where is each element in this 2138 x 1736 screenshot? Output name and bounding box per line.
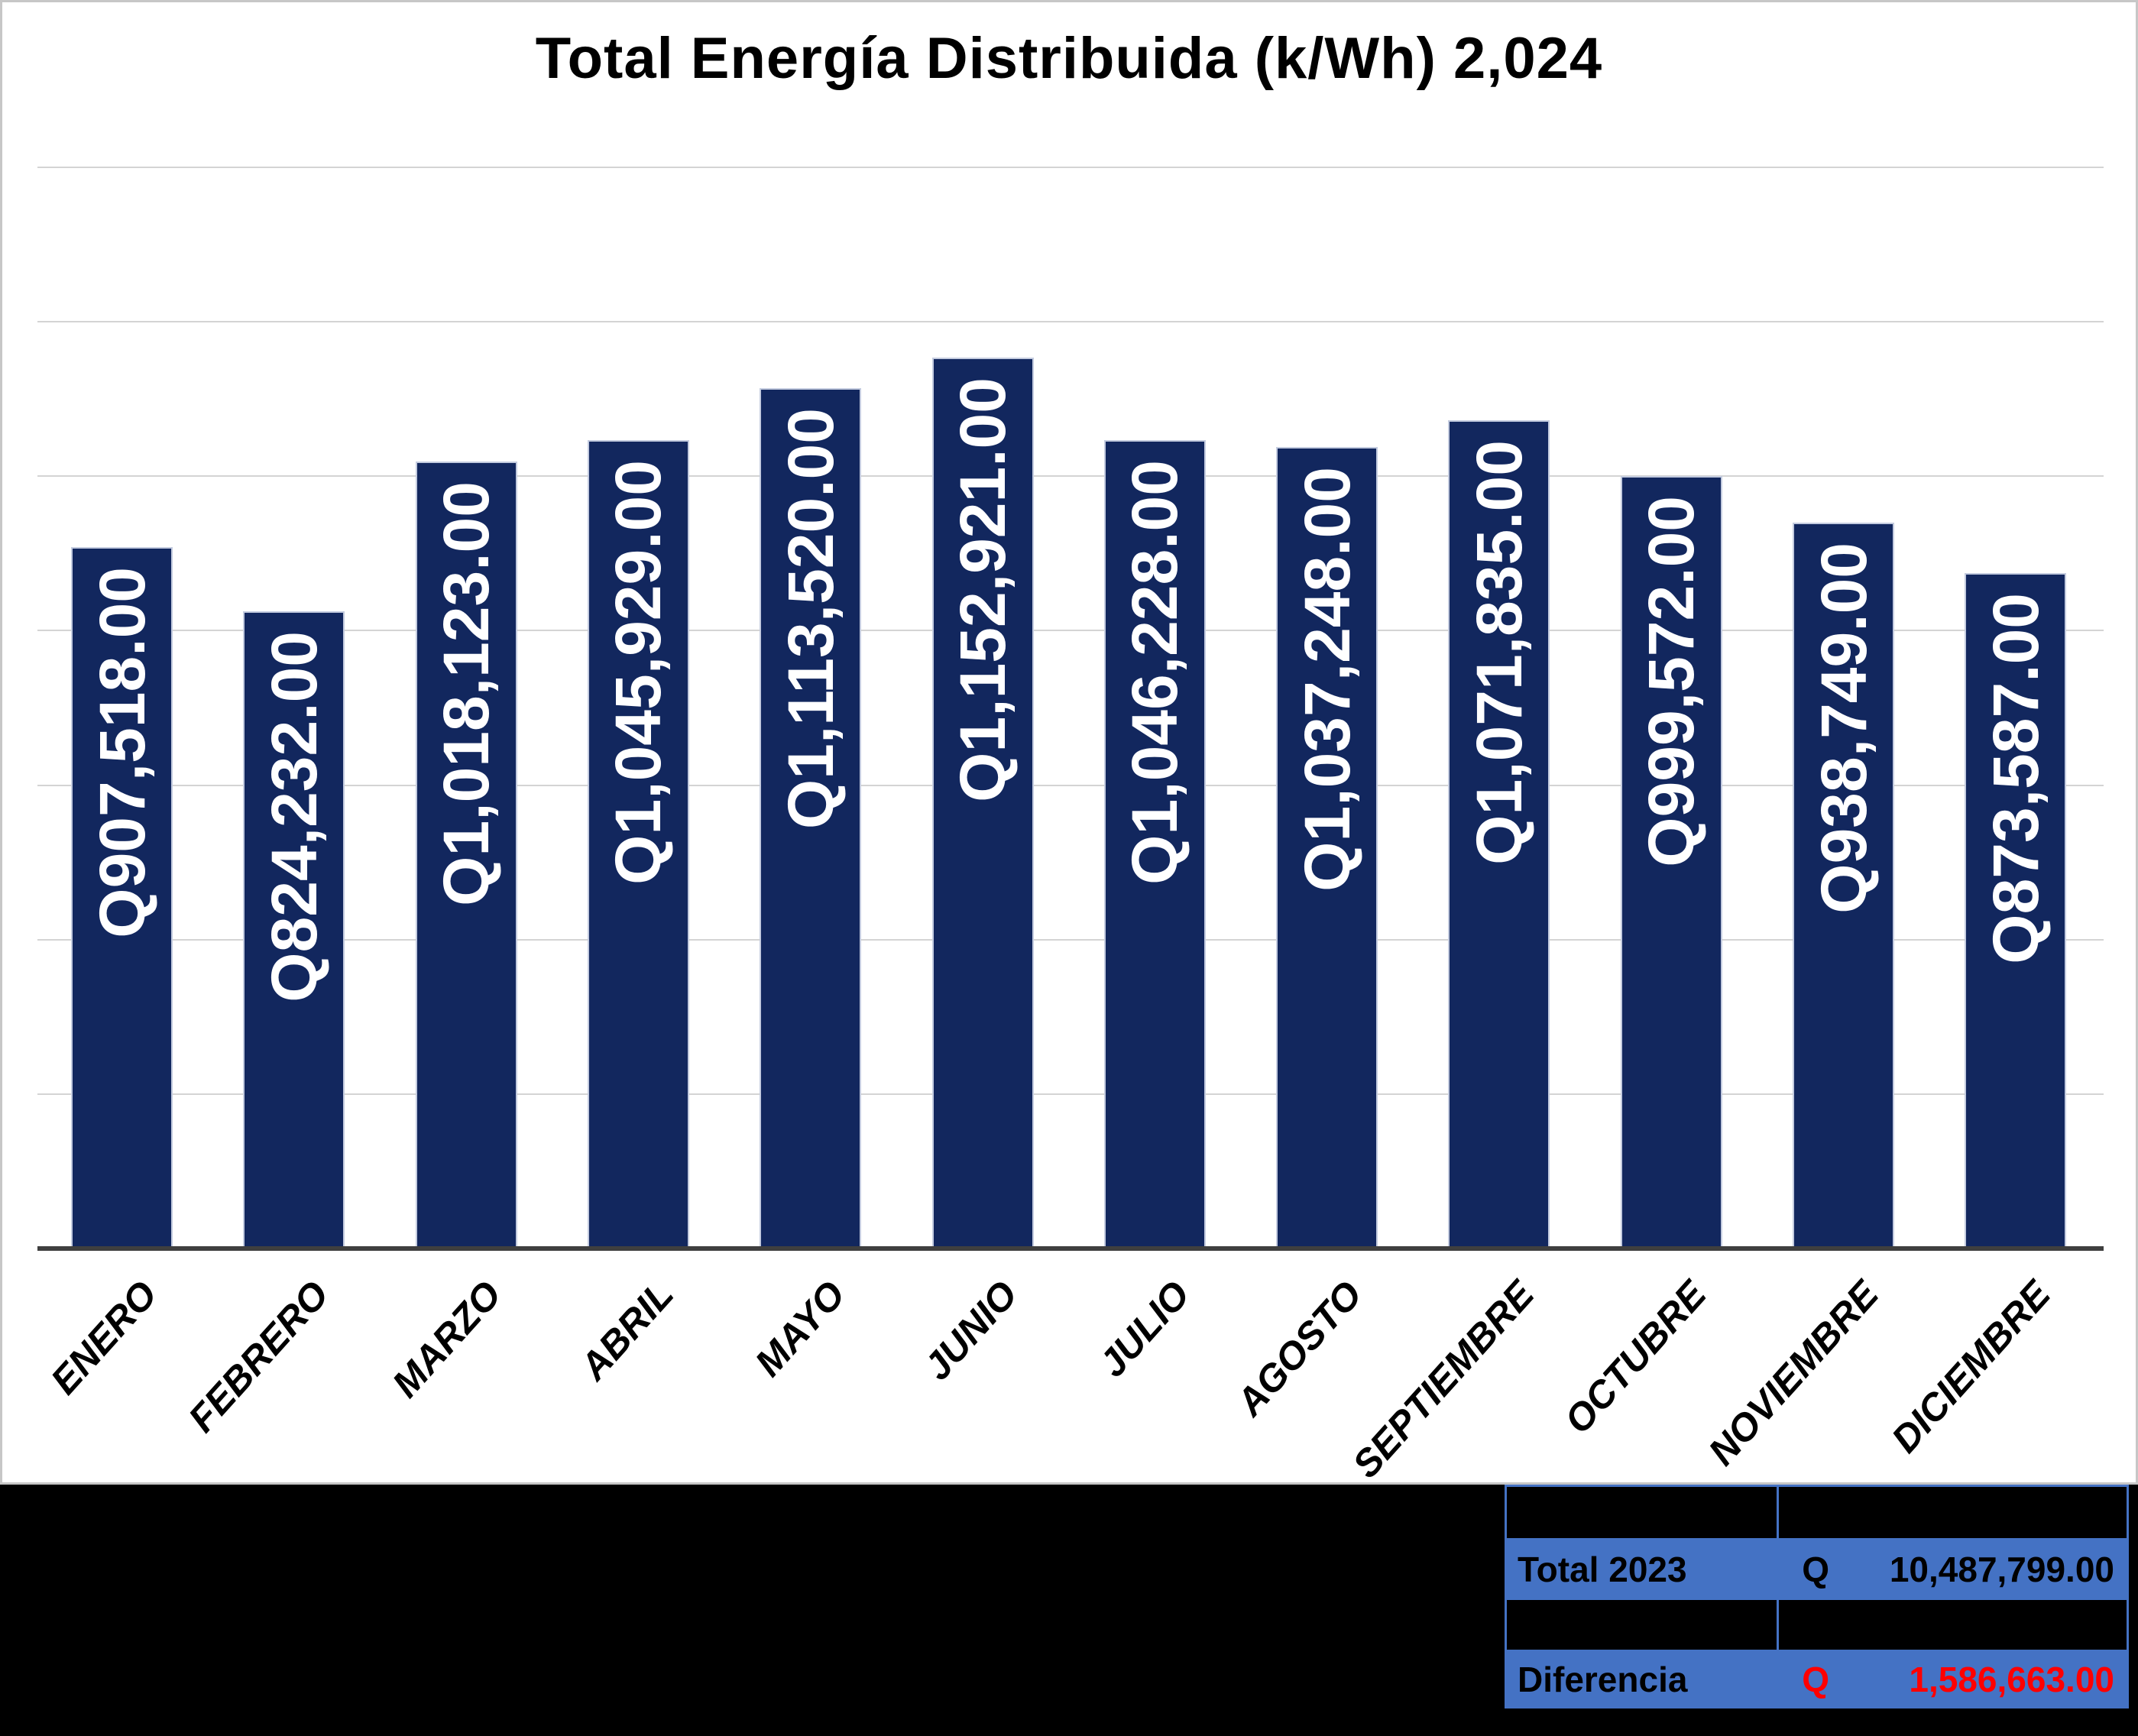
x-axis-line	[37, 1246, 2104, 1251]
bar-agosto: Q1,037,248.00	[1276, 446, 1378, 1248]
table-empty-cell	[1504, 1485, 1780, 1540]
bar-value-label: Q1,071,835.00	[1463, 439, 1535, 865]
bar-enero: Q907,518.00	[71, 546, 173, 1248]
bar-junio: Q1,152,921.00	[931, 357, 1034, 1248]
bar-value-label: Q1,018,123.00	[430, 481, 503, 906]
summary-table: Total 2023 Q 10,487,799.00 Diferencia Q …	[1504, 1485, 2129, 1708]
footer-black-strip: Total 2023 Q 10,487,799.00 Diferencia Q …	[0, 1485, 2138, 1736]
bar-value-label-holder: Q873,587.00	[1966, 593, 2065, 964]
bar-value-label-holder: Q1,113,520.00	[761, 408, 860, 829]
gridline	[37, 630, 2104, 632]
bar-value-label: Q1,037,248.00	[1291, 466, 1363, 892]
bar-value-label: Q824,232.00	[258, 630, 330, 1002]
currency-symbol: Q	[1802, 1659, 1829, 1699]
bar-value-label: Q1,046,228.00	[1119, 459, 1191, 885]
plot-area: Q907,518.00 ENERO Q824,232.00 FEBRERO Q1,018…	[2, 2, 2136, 1486]
table-row-diferencia: Diferencia Q 1,586,663.00	[1504, 1650, 2129, 1708]
gridline	[37, 167, 2104, 168]
gridline	[37, 784, 2104, 786]
bar-value-label: Q1,152,921.00	[947, 377, 1019, 802]
table-empty-cell	[1777, 1598, 2129, 1652]
bar-value-label: Q873,587.00	[1979, 593, 2052, 964]
bar-mayo: Q1,113,520.00	[760, 387, 862, 1248]
bar-value-label: Q938,749.00	[1807, 542, 1880, 914]
table-row-empty	[1504, 1485, 2129, 1540]
bar-abril: Q1,045,929.00	[587, 439, 689, 1248]
total-2023-label: Total 2023	[1504, 1538, 1780, 1600]
bar-septiembre: Q1,071,835.00	[1448, 419, 1550, 1248]
bar-octubre: Q999,572.00	[1620, 475, 1722, 1248]
bar-value-label: Q999,572.00	[1635, 495, 1708, 867]
gridline	[37, 475, 2104, 478]
currency-symbol: Q	[1802, 1549, 1829, 1589]
table-empty-cell	[1777, 1485, 2129, 1540]
bar-value-label-holder: Q907,518.00	[73, 567, 171, 938]
chart-area: Total Energía Distribuida (k/Wh) 2,024 Q…	[0, 0, 2138, 1486]
bar-diciembre: Q873,587.00	[1965, 573, 2067, 1248]
diferencia-label: Diferencia	[1504, 1650, 1780, 1708]
bar-noviembre: Q938,749.00	[1793, 523, 1894, 1248]
bar-value-label-holder: Q1,152,921.00	[934, 377, 1032, 802]
bar-marzo: Q1,018,123.00	[415, 461, 517, 1248]
table-row-empty	[1504, 1598, 2129, 1652]
diferencia-amount: 1,586,663.00	[1909, 1659, 2114, 1699]
gridline	[37, 321, 2104, 323]
bar-value-label-holder: Q1,037,248.00	[1278, 467, 1376, 892]
table-empty-cell	[1504, 1598, 1780, 1652]
bar-value-label-holder: Q1,046,228.00	[1106, 460, 1204, 885]
bar-value-label: Q1,045,929.00	[602, 459, 675, 885]
bar-value-label-holder: Q824,232.00	[245, 631, 343, 1002]
bar-value-label: Q907,518.00	[86, 566, 158, 938]
total-2023-amount: 10,487,799.00	[1889, 1549, 2114, 1589]
gridline	[37, 1093, 2104, 1095]
bar-value-label-holder: Q938,749.00	[1794, 542, 1893, 914]
table-row-total-2023: Total 2023 Q 10,487,799.00	[1504, 1538, 2129, 1600]
bar-value-label-holder: Q1,045,929.00	[589, 460, 688, 885]
bar-value-label-holder: Q1,018,123.00	[417, 481, 516, 906]
bar-julio: Q1,046,228.00	[1103, 439, 1206, 1248]
x-axis-label-diciembre: DICIEMBRE	[1883, 1272, 2059, 1461]
chart-title: Total Energía Distribuida (k/Wh) 2,024	[535, 26, 1603, 91]
diferencia-value: Q 1,586,663.00	[1777, 1650, 2129, 1708]
bar-value-label-holder: Q1,071,835.00	[1450, 440, 1548, 865]
x-axis-label-box: DICIEMBRE	[1706, 1272, 2059, 1461]
bar-febrero: Q824,232.00	[243, 611, 345, 1248]
bar-value-label: Q1,113,520.00	[774, 407, 847, 829]
gridline	[37, 938, 2104, 941]
total-2023-value: Q 10,487,799.00	[1777, 1538, 2129, 1600]
bar-value-label-holder: Q999,572.00	[1622, 496, 1721, 867]
